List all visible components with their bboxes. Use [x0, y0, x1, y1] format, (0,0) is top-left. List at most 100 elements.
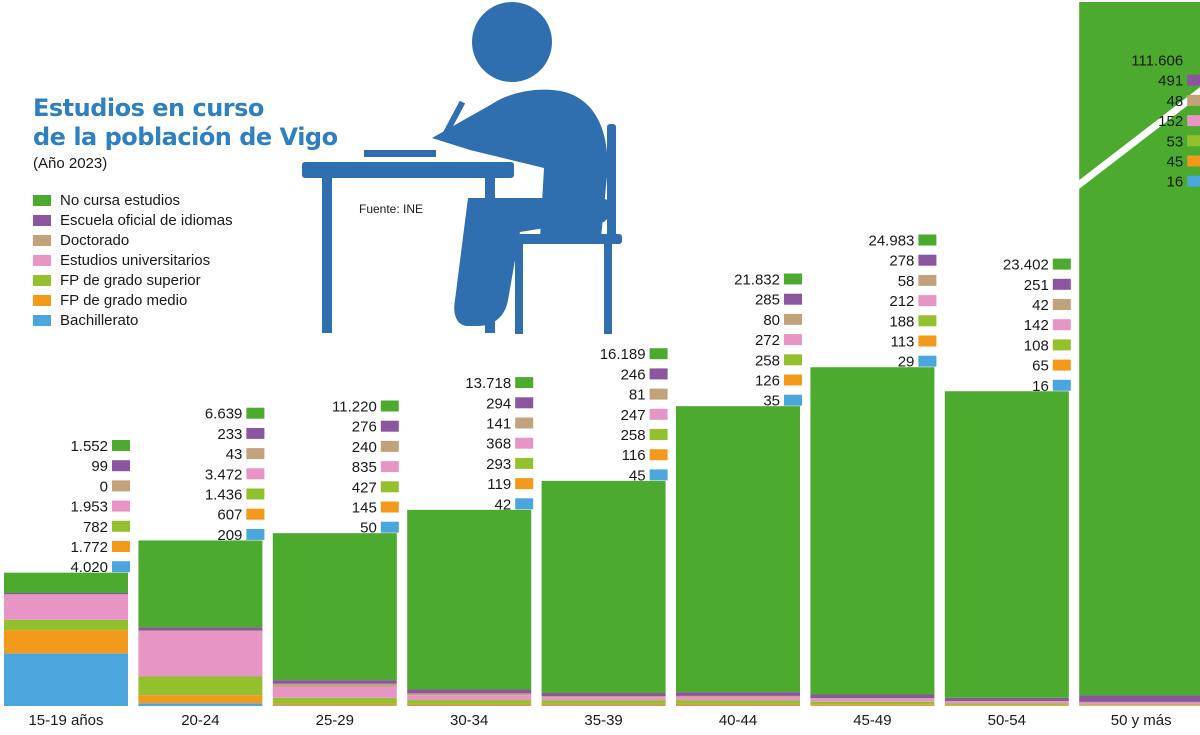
value-label: 0 — [100, 478, 108, 495]
value-marker-fp_medio — [784, 374, 802, 386]
value-label: 233 — [217, 426, 242, 443]
value-label: 782 — [83, 519, 108, 536]
value-label: 111.606 — [1131, 53, 1183, 70]
legend-swatch-no-cursa — [33, 194, 51, 206]
value-label: 240 — [352, 439, 377, 456]
legend-swatch-fp-superior — [33, 274, 51, 286]
value-label: 42 — [495, 496, 512, 513]
value-marker-fp_medio — [112, 541, 130, 552]
value-marker-idiomas — [1052, 278, 1071, 290]
bar-segment-universitarios — [4, 594, 128, 620]
bar-segment-bachillerato — [4, 653, 128, 706]
value-marker-no_cursa — [1052, 258, 1071, 270]
value-marker-universitarios — [784, 334, 802, 346]
legend-label-doctorado: Doctorado — [60, 231, 130, 249]
value-label: 13.718 — [465, 375, 511, 392]
bar-segment-idiomas — [272, 680, 397, 684]
value-label: 45 — [1167, 154, 1184, 171]
source-note: Fuente: INE — [359, 202, 424, 216]
value-marker-universitarios — [112, 500, 130, 512]
bar-segment-idiomas — [138, 627, 263, 631]
value-label: 11.220 — [332, 399, 377, 416]
value-marker-idiomas — [246, 427, 265, 439]
value-marker-bachillerato — [112, 561, 130, 573]
bar-segment-doctorado — [944, 701, 1069, 702]
value-marker-doctorado — [649, 388, 668, 400]
category-label: 25-29 — [316, 712, 354, 729]
value-marker-no_cursa — [1187, 54, 1200, 66]
value-label: 6.639 — [205, 406, 243, 423]
value-label: 142 — [1024, 317, 1049, 334]
value-label: 50 — [360, 520, 377, 537]
value-marker-fp_superior — [918, 315, 937, 327]
value-marker-idiomas — [649, 368, 668, 380]
value-label: 258 — [755, 352, 780, 369]
bar-segment-no_cursa — [810, 367, 935, 695]
bar-segment-fp_superior — [810, 701, 935, 705]
value-label: 145 — [352, 500, 377, 517]
legend-label-bachillerato: Bachillerato — [60, 311, 139, 329]
value-marker-universitarios — [515, 437, 534, 449]
bar-segment-universitarios — [810, 698, 935, 702]
value-marker-fp_superior — [1052, 339, 1071, 351]
bar-segment-universitarios — [272, 686, 397, 698]
value-marker-no_cursa — [515, 377, 534, 389]
bar-segment-fp_medio — [4, 630, 128, 654]
student-at-desk-icon — [302, 2, 622, 334]
legend-label-no-cursa: No cursa estudios — [60, 191, 181, 209]
bar-segment-fp_superior — [272, 697, 397, 704]
value-label: 285 — [755, 292, 780, 309]
bar-segment-universitarios — [541, 697, 666, 701]
bar-segment-doctorado — [407, 693, 532, 696]
value-label: 368 — [486, 436, 511, 453]
bar-segment-bachillerato — [541, 705, 666, 706]
value-label: 42 — [1032, 297, 1049, 314]
value-marker-fp_superior — [1187, 135, 1200, 147]
category-label: 30-34 — [450, 712, 488, 729]
value-marker-fp_medio — [515, 478, 534, 490]
value-label: 1.772 — [70, 539, 108, 556]
value-marker-idiomas — [918, 254, 937, 266]
value-label: 116 — [622, 447, 646, 464]
bar-segment-fp_medio — [407, 703, 532, 706]
bar-segment-no_cursa — [944, 391, 1069, 698]
bar-segment-idiomas — [676, 692, 800, 696]
bar-segment-universitarios — [1079, 702, 1200, 705]
bar-segment-universitarios — [676, 696, 800, 701]
value-marker-bachillerato — [515, 498, 534, 510]
bar-segment-bachillerato — [272, 705, 397, 707]
value-marker-fp_medio — [1052, 359, 1071, 371]
value-marker-doctorado — [380, 440, 399, 452]
value-label: 99 — [91, 458, 108, 475]
value-marker-universitarios — [246, 468, 265, 480]
value-marker-bachillerato — [246, 528, 265, 540]
value-label: 81 — [629, 387, 646, 404]
bar-segment-fp_medio — [1079, 705, 1200, 706]
value-marker-fp_medio — [246, 508, 265, 520]
value-label: 272 — [755, 332, 780, 349]
value-marker-universitarios — [380, 461, 399, 473]
value-marker-fp_superior — [246, 488, 265, 500]
bar-segment-idiomas — [810, 694, 935, 699]
value-marker-fp_medio — [918, 335, 937, 347]
value-label: 212 — [889, 293, 914, 310]
value-marker-bachillerato — [1052, 379, 1071, 391]
legend-swatch-idiomas — [33, 214, 51, 226]
value-marker-no_cursa — [784, 273, 802, 285]
legend-label-fp-superior: FP de grado superior — [60, 271, 201, 289]
bar-segment-fp_superior — [407, 700, 532, 704]
value-marker-fp_medio — [380, 501, 399, 513]
value-label: 53 — [1167, 133, 1184, 150]
bar-segment-universitarios — [944, 701, 1069, 704]
value-label: 247 — [621, 407, 646, 424]
legend-item-universitarios: Estudios universitarios — [33, 250, 233, 270]
bar-segment-fp_superior — [1079, 704, 1200, 706]
legend-item-doctorado: Doctorado — [33, 230, 233, 250]
category-label: 45-49 — [853, 712, 891, 729]
value-marker-universitarios — [649, 408, 668, 420]
value-label: 1.436 — [205, 487, 243, 504]
bar-segment-no_cursa — [407, 509, 532, 690]
bar-segment-no_cursa — [4, 572, 128, 593]
category-label: 15-19 años — [28, 712, 103, 729]
chart-title: Estudios en curso de la población de Vig… — [33, 94, 338, 152]
